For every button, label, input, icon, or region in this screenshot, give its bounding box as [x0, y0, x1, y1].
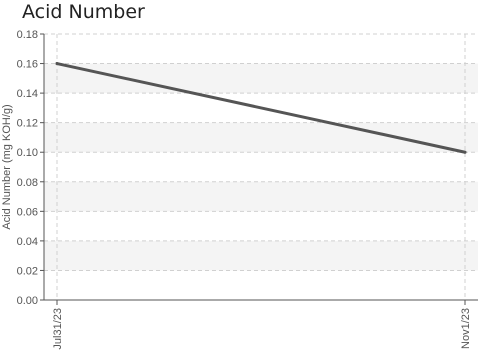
chart-title: Acid Number: [22, 1, 145, 23]
data-point: [55, 62, 59, 66]
grid-band: [44, 240, 478, 271]
series-lines: [55, 62, 467, 154]
y-tick-label: 0.16: [17, 59, 38, 71]
y-tick-label: 0.18: [17, 29, 38, 41]
y-tick-labels: 0.00 0.02 0.04 0.06 0.08 0.10 0.12 0.14 0.16 0.18: [17, 29, 44, 307]
y-tick-label: 0.00: [17, 295, 38, 307]
x-tick-label: Nov1/23: [460, 308, 472, 349]
gridlines: [44, 33, 478, 300]
y-axis-label: Acid Number (mg KOH/g): [1, 104, 13, 229]
y-tick-label: 0.08: [17, 177, 38, 189]
y-tick-label: 0.04: [17, 236, 38, 248]
y-tick-label: 0.14: [17, 88, 38, 100]
y-tick-label: 0.10: [17, 147, 38, 159]
x-tick-labels: Jul31/23 Nov1/23: [52, 300, 472, 350]
grid-band: [44, 181, 478, 212]
alternating-bands: [44, 63, 478, 271]
y-tick-label: 0.06: [17, 206, 38, 218]
grid-band: [44, 122, 478, 153]
y-tick-label: 0.12: [17, 118, 38, 130]
grid-band: [44, 63, 478, 94]
x-tick-label: Jul31/23: [52, 308, 64, 350]
axes: [43, 34, 478, 301]
y-tick-label: 0.02: [17, 265, 38, 277]
series-line: [55, 62, 467, 154]
data-point: [463, 150, 467, 154]
